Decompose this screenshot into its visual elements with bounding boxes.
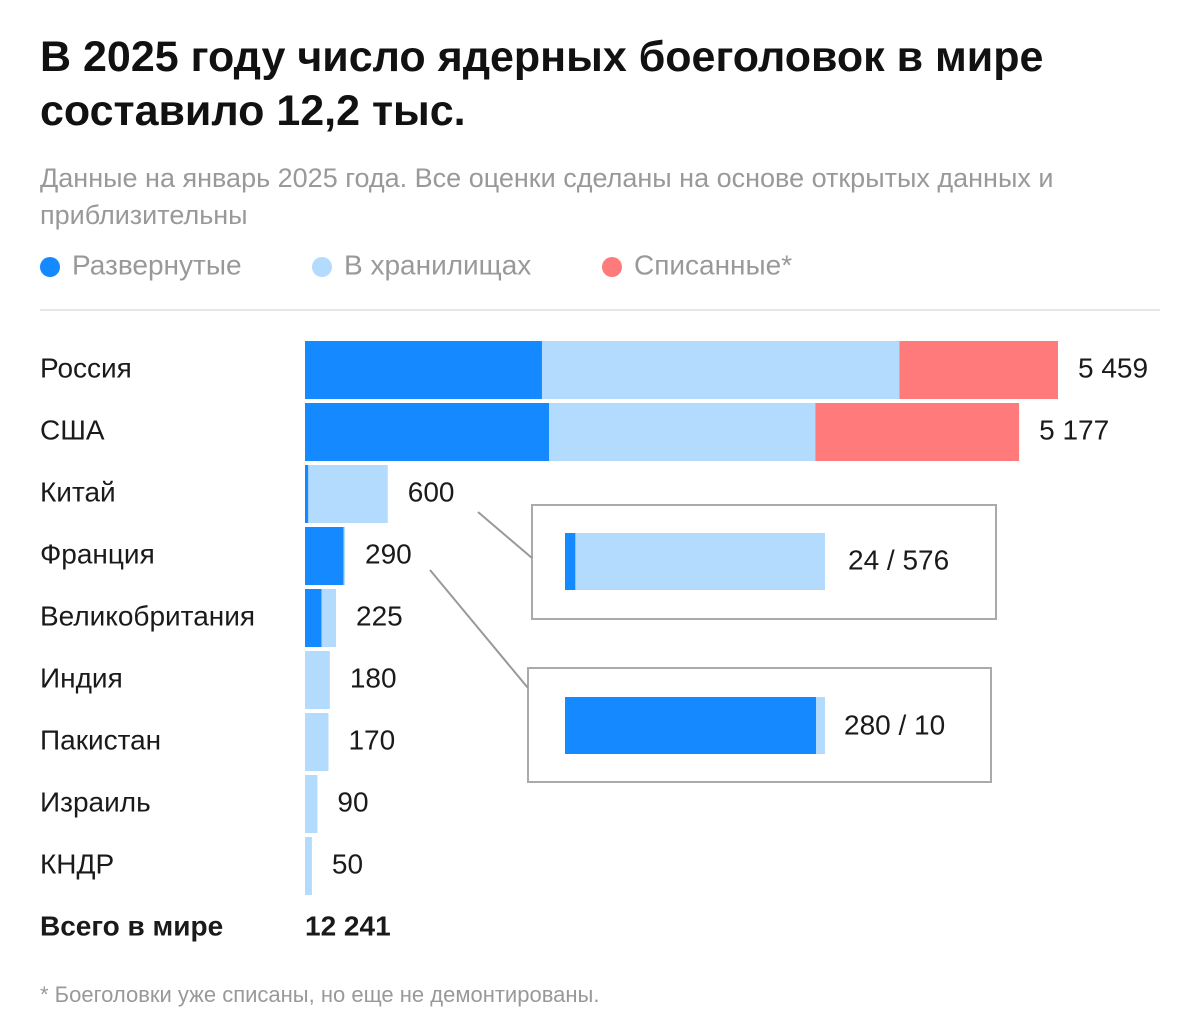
legend-label: Развернутые xyxy=(72,249,242,280)
inset-box xyxy=(531,504,997,620)
legend-swatch xyxy=(602,257,622,277)
bar-segment xyxy=(305,341,542,399)
leader-line xyxy=(429,569,529,689)
legend-swatch xyxy=(40,257,60,277)
category-label: Израиль xyxy=(40,786,151,817)
inset-box xyxy=(527,667,992,783)
leader-line xyxy=(477,511,533,559)
total-label: 50 xyxy=(332,848,363,879)
footnote: * Боеголовки уже списаны, но еще не демо… xyxy=(40,982,599,1007)
chart-subtitle: Данные на январь 2025 года. Все оценки с… xyxy=(40,163,1054,230)
category-label: Франция xyxy=(40,538,155,569)
total-label: 90 xyxy=(337,786,368,817)
inset-bar-segment xyxy=(816,697,825,754)
bar-segment xyxy=(305,775,318,833)
bar-segment xyxy=(899,341,1058,399)
category-label: США xyxy=(40,414,105,445)
category-label: Индия xyxy=(40,662,123,693)
bar-segment xyxy=(305,527,344,585)
total-label: 600 xyxy=(408,476,455,507)
inset-label: 280 / 10 xyxy=(844,709,945,740)
category-label: Россия xyxy=(40,352,132,383)
legend-swatch xyxy=(312,257,332,277)
bar-segment xyxy=(305,589,322,647)
bar-segment xyxy=(321,589,337,647)
bar-segment xyxy=(343,527,346,585)
bar-segment xyxy=(305,465,309,523)
bar-segment xyxy=(305,713,329,771)
bar-segment xyxy=(305,651,330,709)
total-label: 5 177 xyxy=(1039,414,1109,445)
bar-segment xyxy=(305,837,312,895)
legend-label: В хранилищах xyxy=(344,249,531,280)
bar-segment xyxy=(305,403,550,461)
inset-bar-segment xyxy=(575,533,825,590)
legend-label: Списанные* xyxy=(634,249,792,280)
bar-segment xyxy=(815,403,1020,461)
total-label: 290 xyxy=(365,538,412,569)
total-label: 180 xyxy=(350,662,397,693)
category-label: Китай xyxy=(40,476,116,507)
inset-bar-segment xyxy=(565,697,817,754)
bar-segment xyxy=(541,341,900,399)
category-label: Пакистан xyxy=(40,724,161,755)
total-value: 12 241 xyxy=(305,910,391,941)
inset-label: 24 / 576 xyxy=(848,544,949,575)
total-label: 5 459 xyxy=(1078,352,1148,383)
bar-segment xyxy=(308,465,388,523)
category-label: Великобритания xyxy=(40,600,255,631)
total-label: 170 xyxy=(348,724,395,755)
category-label: КНДР xyxy=(40,848,114,879)
chart-title: В 2025 году число ядерных боеголовок в м… xyxy=(40,33,1044,135)
total-label: 225 xyxy=(356,600,403,631)
bar-segment xyxy=(549,403,816,461)
inset-bar-segment xyxy=(565,533,576,590)
total-label: Всего в мире xyxy=(40,910,223,941)
